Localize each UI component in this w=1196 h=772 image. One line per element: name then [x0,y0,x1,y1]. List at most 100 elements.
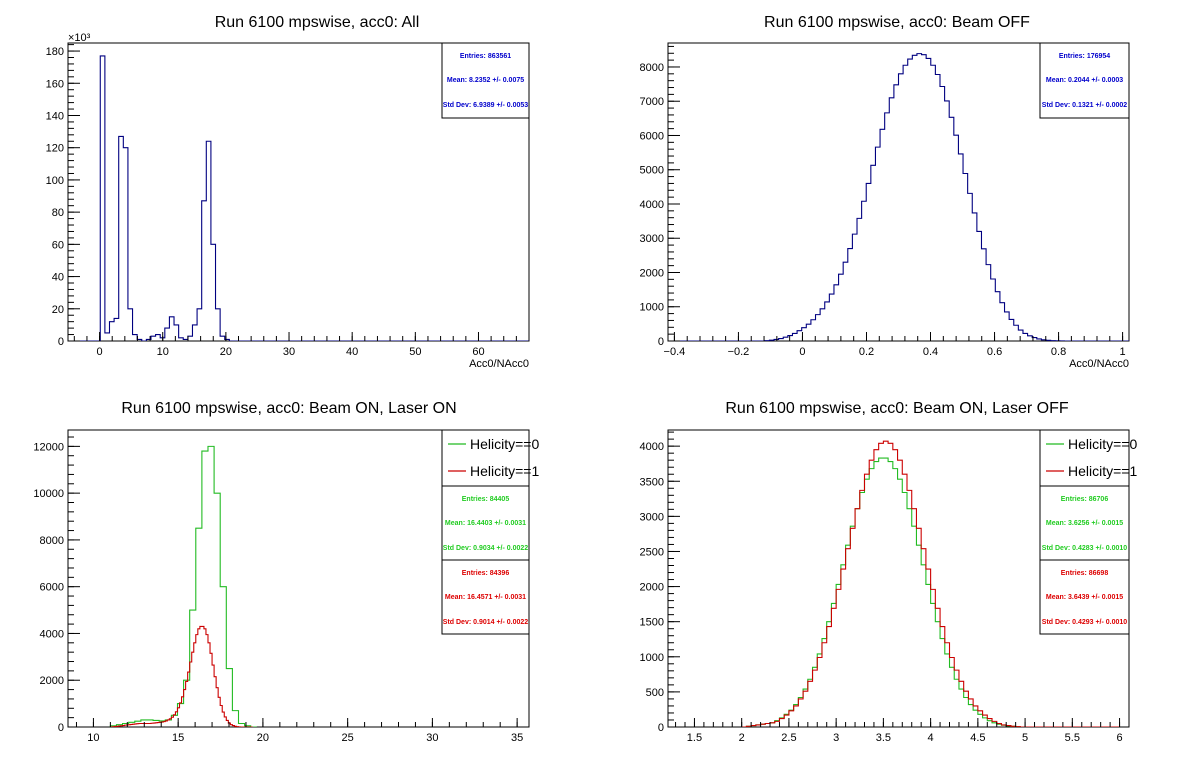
y-tick-label: 4000 [40,628,64,640]
histogram-series-0 [109,445,257,727]
x-tick-label: 15 [172,732,184,744]
x-tick-label: 1.5 [687,732,702,744]
x-tick-label: 20 [220,346,232,358]
x-tick-label: −0.2 [728,346,750,358]
x-tick-label: 20 [257,732,269,744]
y-tick-label: 10000 [33,488,64,500]
y-tick-label: 0 [58,336,64,348]
stats-box [441,42,530,119]
y-tick-label: 0 [58,722,64,734]
y-tick-label: 8000 [640,62,664,74]
x-tick-label: 5.5 [1065,732,1080,744]
x-axis-label: Acc0/NAcc0 [469,358,529,370]
y-tick-label: 0 [658,336,664,348]
stats-box [441,559,530,635]
x-tick-label: 25 [342,732,354,744]
x-axis-label: Acc0/NAcc0 [1069,358,1129,370]
x-tick-label: 60 [472,346,484,358]
x-tick-label: 10 [87,732,99,744]
stats-mean: Mean: 16.4403 +/- 0.0031 [445,520,526,527]
legend-entry: Helicity==1 [470,463,539,479]
x-tick-label: 0 [799,346,805,358]
x-tick-label: 0.8 [1051,346,1066,358]
stats-entries: Entries: 84396 [462,570,510,577]
y-tick-label: 100 [46,175,64,187]
stats-stddev: Std Dev: 0.4293 +/- 0.0010 [1042,619,1128,626]
histogram-panel: Run 6100 mpswise, acc0: Beam OFF −0.4 −0.2… [640,14,1130,370]
histogram-panel: Run 6100 mpswise, acc0: Beam ON, Laser O… [640,400,1138,744]
x-tick-label: 0.2 [859,346,874,358]
y-tick-label: 6000 [640,130,664,142]
x-tick-label: 5 [1022,732,1028,744]
stats-entries: Entries: 86698 [1061,570,1109,577]
y-tick-label: 1500 [640,617,664,629]
y-tick-label: 1000 [640,302,664,314]
stats-box [1039,42,1130,119]
x-tick-label: 30 [283,346,295,358]
histogram-series-1 [110,625,253,727]
stats-mean: Mean: 8.2352 +/- 0.0075 [447,77,524,84]
y-tick-label: 3000 [640,511,664,523]
stats-stddev: Std Dev: 0.4283 +/- 0.0010 [1042,545,1128,552]
legend-entry: Helicity==0 [1068,436,1137,452]
x-tick-label: 1 [1120,346,1126,358]
chart-title: Run 6100 mpswise, acc0: Beam ON, Laser O… [725,400,1068,417]
y-tick-label: 40 [52,272,64,284]
x-tick-label: 35 [511,732,523,744]
chart-title: Run 6100 mpswise, acc0: All [215,14,420,31]
stats-mean: Mean: 0.2044 +/- 0.0003 [1046,77,1123,84]
legend-box [441,429,530,487]
histogram-panel: Run 6100 mpswise, acc0: All 0 10 20 30 40 50 60… [46,14,530,370]
stats-entries: Entries: 84405 [462,496,510,503]
x-tick-label: 0.6 [987,346,1002,358]
stats-stddev: Std Dev: 6.9389 +/- 0.0053 [443,102,529,109]
y-tick-label: 2000 [640,267,664,279]
plot-frame [667,42,1130,342]
histogram-panel: Run 6100 mpswise, acc0: Beam ON, Laser O… [33,400,539,744]
legend-entry: Helicity==1 [1068,463,1137,479]
x-tick-label: 2.5 [781,732,796,744]
y-tick-label: 12000 [33,441,64,453]
legend-box [1039,429,1130,487]
stats-stddev: Std Dev: 0.9034 +/- 0.0022 [443,545,529,552]
y-tick-label: 500 [646,687,664,699]
x-tick-label: 6 [1116,732,1122,744]
histogram-series-0 [668,53,1129,341]
y-tick-label: 160 [46,78,64,90]
stats-entries: Entries: 86706 [1061,496,1109,503]
x-tick-label: 30 [426,732,438,744]
stats-mean: Mean: 3.6439 +/- 0.0015 [1046,594,1123,601]
y-tick-label: 7000 [640,96,664,108]
y-tick-label: 0 [658,722,664,734]
x-tick-label: 10 [157,346,169,358]
y-tick-label: 140 [46,110,64,122]
x-tick-label: 50 [409,346,421,358]
x-tick-label: 4.5 [970,732,985,744]
y-tick-label: 1000 [640,652,664,664]
y-multiplier-label: ×10³ [68,32,91,44]
chart-title: Run 6100 mpswise, acc0: Beam ON, Laser O… [121,400,456,417]
x-tick-label: 4 [928,732,934,744]
y-tick-label: 2500 [640,546,664,558]
x-tick-label: 0.4 [923,346,938,358]
y-tick-label: 5000 [640,165,664,177]
x-tick-label: 2 [739,732,745,744]
stats-stddev: Std Dev: 0.1321 +/- 0.0002 [1042,102,1128,109]
y-tick-label: 80 [52,207,64,219]
stats-entries: Entries: 863561 [460,53,511,60]
y-tick-label: 4000 [640,199,664,211]
y-tick-label: 180 [46,46,64,58]
x-tick-label: −0.4 [664,346,686,358]
stats-box [441,485,530,561]
chart-title: Run 6100 mpswise, acc0: Beam OFF [764,14,1030,31]
x-tick-label: 3 [833,732,839,744]
stats-mean: Mean: 3.6256 +/- 0.0015 [1046,520,1123,527]
y-tick-label: 3000 [640,233,664,245]
y-tick-label: 2000 [40,675,64,687]
x-tick-label: 3.5 [876,732,891,744]
x-tick-label: 0 [97,346,103,358]
y-tick-label: 20 [52,304,64,316]
y-tick-label: 8000 [40,535,64,547]
stats-stddev: Std Dev: 0.9014 +/- 0.0022 [443,619,529,626]
